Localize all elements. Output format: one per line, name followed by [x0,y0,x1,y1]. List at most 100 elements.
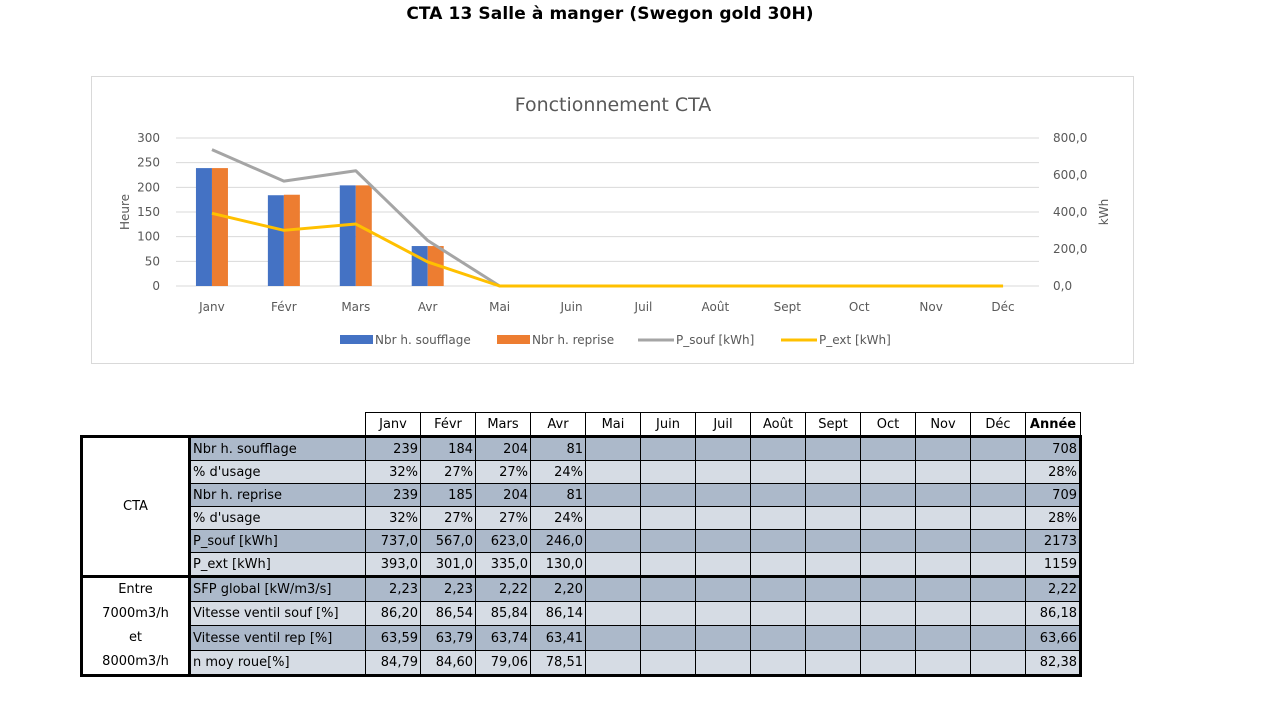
y-axis-label: Heure [118,194,132,230]
chart-container: Fonctionnement CTA 300 250 200 150 100 50 0 800,… [91,76,1134,364]
year-total-cell: 63,66 [1025,625,1082,651]
table-cell [695,435,751,461]
table-cell: 27% [475,460,531,484]
table-cell [695,574,751,603]
table-cell [805,601,861,627]
row-label: Nbr h. soufflage [189,435,366,461]
table-cell: 2,22 [475,574,531,603]
table-cell [750,483,806,507]
table-cell [915,625,971,651]
y2-tick-label: 800,0 [1053,131,1087,145]
table-cell [805,552,861,577]
table-row: P_ext [kWh] 393,0 301,0 335,0 130,0 1159 [82,552,1082,577]
x-tick-label: Déc [991,300,1014,314]
x-tick-label: Nov [919,300,942,314]
table-header-row: Janv Févr Mars Avr Mai Juin Juil Août Sept Oct Nov… [82,412,1081,437]
table-cell [915,435,971,461]
table-cell [640,460,696,484]
table-cell [695,625,751,651]
table-cell [640,435,696,461]
table-cell: 301,0 [420,552,476,577]
table-cell: 27% [475,506,531,530]
table-cell [860,529,916,553]
table-cell [585,483,641,507]
table-cell [970,435,1026,461]
table-cell [695,483,751,507]
table-row: Entre 7000m3/h et 8000m3/h SFP global [kW/m3… [80,574,1082,677]
x-tick-label: Juil [634,300,653,314]
table-cell: 24% [530,460,586,484]
table-cell [915,574,971,603]
table-cell [805,529,861,553]
table-cell [640,625,696,651]
table-cell: 86,20 [365,601,421,627]
y2-tick-label: 600,0 [1053,168,1087,182]
column-header: Oct [860,412,916,437]
table-cell [860,552,916,577]
column-header: Juil [695,412,751,437]
group-label-line: CTA [123,498,148,514]
group-label-line: et [128,630,143,645]
table-cell: 204 [475,483,531,507]
table-cell [860,601,916,627]
table-cell [640,601,696,627]
bar-soufflage [195,168,212,286]
legend-label: Nbr h. soufflage [375,333,471,347]
table-cell: 32% [365,506,421,530]
legend-swatch [497,335,530,344]
table-cell [750,552,806,577]
table-cell [750,435,806,461]
x-tick-label: Août [702,300,730,314]
table-cell: 239 [365,483,421,507]
table-cell: 130,0 [530,552,586,577]
table-row: P_souf [kWh] 737,0 567,0 623,0 246,0 2173 [82,529,1082,553]
column-header: Mars [475,412,531,437]
bar-soufflage [339,185,356,286]
table-cell [970,649,1026,678]
x-tick-label: Mars [341,300,370,314]
table-cell: 78,51 [530,649,586,678]
table-cell [640,649,696,678]
column-header: Avr [530,412,586,437]
table-cell: 393,0 [365,552,421,577]
table-cell: 184 [420,435,476,461]
group-label-line: 8000m3/h [102,654,169,669]
table-cell [750,601,806,627]
row-label: Nbr h. reprise [189,483,366,507]
table-cell [860,625,916,651]
row-label: P_ext [kWh] [189,552,366,577]
table-cell [640,574,696,603]
table-cell [695,552,751,577]
table-cell [805,625,861,651]
y-tick-label: 0 [152,279,160,293]
table-row: Nbr h. reprise 239 185 204 81 709 [82,483,1082,507]
table-cell [860,574,916,603]
year-total-cell: 82,38 [1025,649,1082,678]
table-cell [805,435,861,461]
table-cell: 2,23 [365,574,421,603]
table-row: CTA Nbr h. soufflage 239 184 204 81 708 [80,435,1082,578]
data-table: Janv Févr Mars Avr Mai Juin Juil Août Sept Oct Nov… [80,412,1082,678]
table-cell: 63,41 [530,625,586,651]
table-cell [860,506,916,530]
table-cell [695,460,751,484]
group-label-line: 7000m3/h [102,606,169,621]
table-cell: 24% [530,506,586,530]
year-total-cell: 708 [1025,435,1082,461]
table-cell [750,625,806,651]
y2-tick-label: 200,0 [1053,242,1087,256]
year-total-cell: 28% [1025,506,1082,530]
table-cell [915,483,971,507]
table-cell [695,601,751,627]
table-cell [585,435,641,461]
chart-title: Fonctionnement CTA [515,94,712,116]
row-label: Vitesse ventil souf [%] [189,601,366,627]
table-cell [915,649,971,678]
table-cell [640,529,696,553]
table-cell [970,574,1026,603]
column-header: Févr [420,412,476,437]
column-header: Mai [585,412,641,437]
table-cell [915,529,971,553]
x-tick-label: Janv [198,300,225,314]
table-cell [695,529,751,553]
